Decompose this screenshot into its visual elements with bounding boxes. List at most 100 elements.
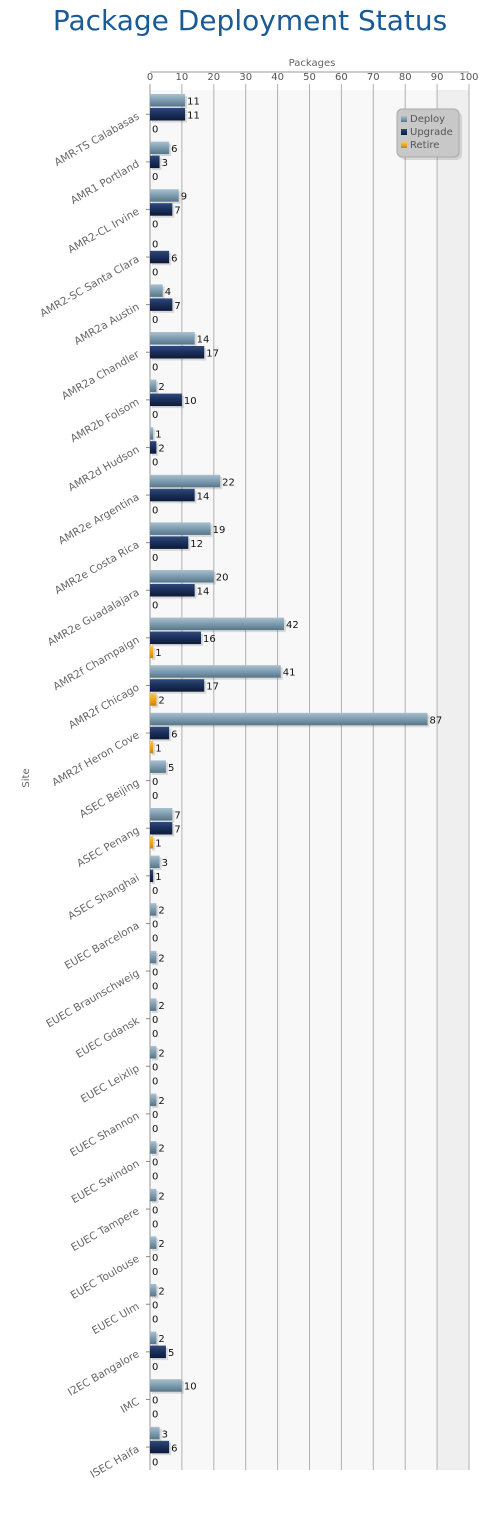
data-label: 0 bbox=[152, 967, 158, 978]
bar-deploy bbox=[150, 284, 163, 297]
legend-box bbox=[396, 108, 460, 158]
data-label: 0 bbox=[152, 267, 158, 278]
data-label: 7 bbox=[174, 811, 180, 822]
bar-upgrade bbox=[150, 679, 205, 692]
data-label: 0 bbox=[152, 1219, 158, 1230]
data-label: 42 bbox=[286, 620, 299, 631]
bar-upgrade bbox=[150, 393, 182, 407]
bar-deploy bbox=[150, 332, 195, 345]
data-label: 2 bbox=[158, 1287, 164, 1298]
data-label: 2 bbox=[158, 382, 164, 393]
category-label: ASEC Shanghai bbox=[66, 872, 141, 923]
category-label: EUEC Toulouse bbox=[69, 1253, 142, 1302]
category-label: AMR2f Champaign bbox=[51, 634, 141, 693]
category-label: AMR2f Chicago bbox=[67, 682, 142, 732]
legend-swatch bbox=[401, 129, 407, 135]
bar-deploy bbox=[150, 1236, 157, 1249]
x-axis-title: Packages bbox=[289, 58, 336, 69]
x-tick-label: 0 bbox=[147, 72, 153, 83]
bar-upgrade bbox=[150, 441, 157, 454]
legend-label: Upgrade bbox=[410, 127, 453, 138]
bar-shadow bbox=[152, 429, 156, 442]
data-label: 7 bbox=[174, 301, 180, 312]
data-label: 0 bbox=[152, 1029, 158, 1040]
bar-deploy bbox=[150, 474, 221, 488]
category-label: ASEC Penang bbox=[75, 824, 142, 869]
category-label: AMR2e Argentina bbox=[56, 491, 141, 547]
data-label: 17 bbox=[206, 349, 219, 360]
data-label: 87 bbox=[430, 715, 443, 726]
data-label: 1 bbox=[155, 743, 161, 754]
data-label: 2 bbox=[158, 906, 164, 917]
category-label: AMR1 Portland bbox=[69, 158, 142, 207]
bar-upgrade bbox=[150, 155, 160, 169]
data-label: 1 bbox=[155, 430, 161, 441]
bar-upgrade bbox=[150, 346, 205, 359]
bar-upgrade bbox=[150, 298, 173, 311]
data-label: 0 bbox=[152, 1158, 158, 1169]
data-label: 0 bbox=[152, 1267, 158, 1278]
data-label: 0 bbox=[152, 1063, 158, 1074]
category-label: AMR2b Folsom bbox=[69, 396, 142, 445]
category-label: EUEC Leixlip bbox=[79, 1062, 142, 1105]
x-tick-label: 80 bbox=[399, 72, 412, 83]
category-label: I2EC Bangalore bbox=[66, 1348, 142, 1399]
data-label: 0 bbox=[152, 920, 158, 931]
data-label: 0 bbox=[152, 458, 158, 469]
data-label: 14 bbox=[197, 587, 210, 598]
bar-deploy bbox=[150, 141, 170, 155]
category-label: EUEC Shannon bbox=[68, 1110, 141, 1159]
category-label: EUEC Swindon bbox=[70, 1158, 142, 1206]
data-label: 2 bbox=[158, 1096, 164, 1107]
category-label: AMR2-CL Irvine bbox=[66, 206, 141, 256]
data-label: 7 bbox=[174, 825, 180, 836]
data-label: 0 bbox=[152, 505, 158, 516]
data-label: 0 bbox=[152, 1124, 158, 1135]
data-label: 0 bbox=[152, 1077, 158, 1088]
category-label: AMR2e Costa Rica bbox=[53, 539, 142, 597]
data-label: 0 bbox=[152, 1205, 158, 1216]
category-label: AMR2f Heron Cove bbox=[50, 729, 141, 789]
data-label: 3 bbox=[162, 858, 168, 869]
data-label: 0 bbox=[152, 315, 158, 326]
data-label: 6 bbox=[171, 1443, 177, 1454]
bar-upgrade bbox=[150, 250, 170, 264]
grid-lines bbox=[149, 71, 470, 1470]
legend-label: Deploy bbox=[410, 114, 445, 125]
category-label: EUEC Tampere bbox=[69, 1205, 141, 1254]
bar-series: 1111063097006047014170210012022140191202… bbox=[150, 94, 442, 1468]
x-axis-ticks: 0 10 20 30 40 50 60 70 80 90 100 bbox=[147, 72, 479, 83]
data-label: 10 bbox=[184, 396, 197, 407]
data-label: 0 bbox=[152, 886, 158, 897]
data-label: 0 bbox=[152, 363, 158, 374]
bar-deploy bbox=[150, 1379, 182, 1392]
bar-deploy bbox=[150, 94, 186, 107]
bar-deploy bbox=[150, 665, 281, 678]
data-label: 9 bbox=[181, 192, 187, 203]
category-label: IMC bbox=[119, 1396, 142, 1416]
bar-shadow bbox=[152, 647, 156, 661]
data-label: 14 bbox=[197, 491, 210, 502]
data-label: 0 bbox=[152, 1396, 158, 1407]
category-label: AMR2a Austin bbox=[72, 301, 141, 348]
data-label: 0 bbox=[152, 1315, 158, 1326]
data-label: 0 bbox=[152, 981, 158, 992]
x-tick-label: 30 bbox=[239, 72, 252, 83]
data-label: 19 bbox=[213, 525, 226, 536]
data-label: 7 bbox=[174, 206, 180, 217]
data-label: 2 bbox=[158, 1239, 164, 1250]
data-label: 0 bbox=[152, 1172, 158, 1183]
x-tick-label: 40 bbox=[271, 72, 284, 83]
data-label: 0 bbox=[152, 1457, 158, 1468]
bar-deploy bbox=[150, 427, 154, 440]
bar-upgrade bbox=[150, 584, 195, 597]
bar-upgrade bbox=[150, 536, 189, 549]
data-label: 1 bbox=[155, 872, 161, 883]
data-label: 0 bbox=[152, 1015, 158, 1026]
bar-retire bbox=[150, 645, 154, 659]
category-label: AMR2d Hudson bbox=[66, 444, 141, 494]
bar-retire bbox=[150, 693, 157, 706]
y-axis-title: Site bbox=[21, 768, 32, 787]
bar-retire bbox=[150, 836, 154, 849]
bar-shadow bbox=[152, 742, 156, 756]
